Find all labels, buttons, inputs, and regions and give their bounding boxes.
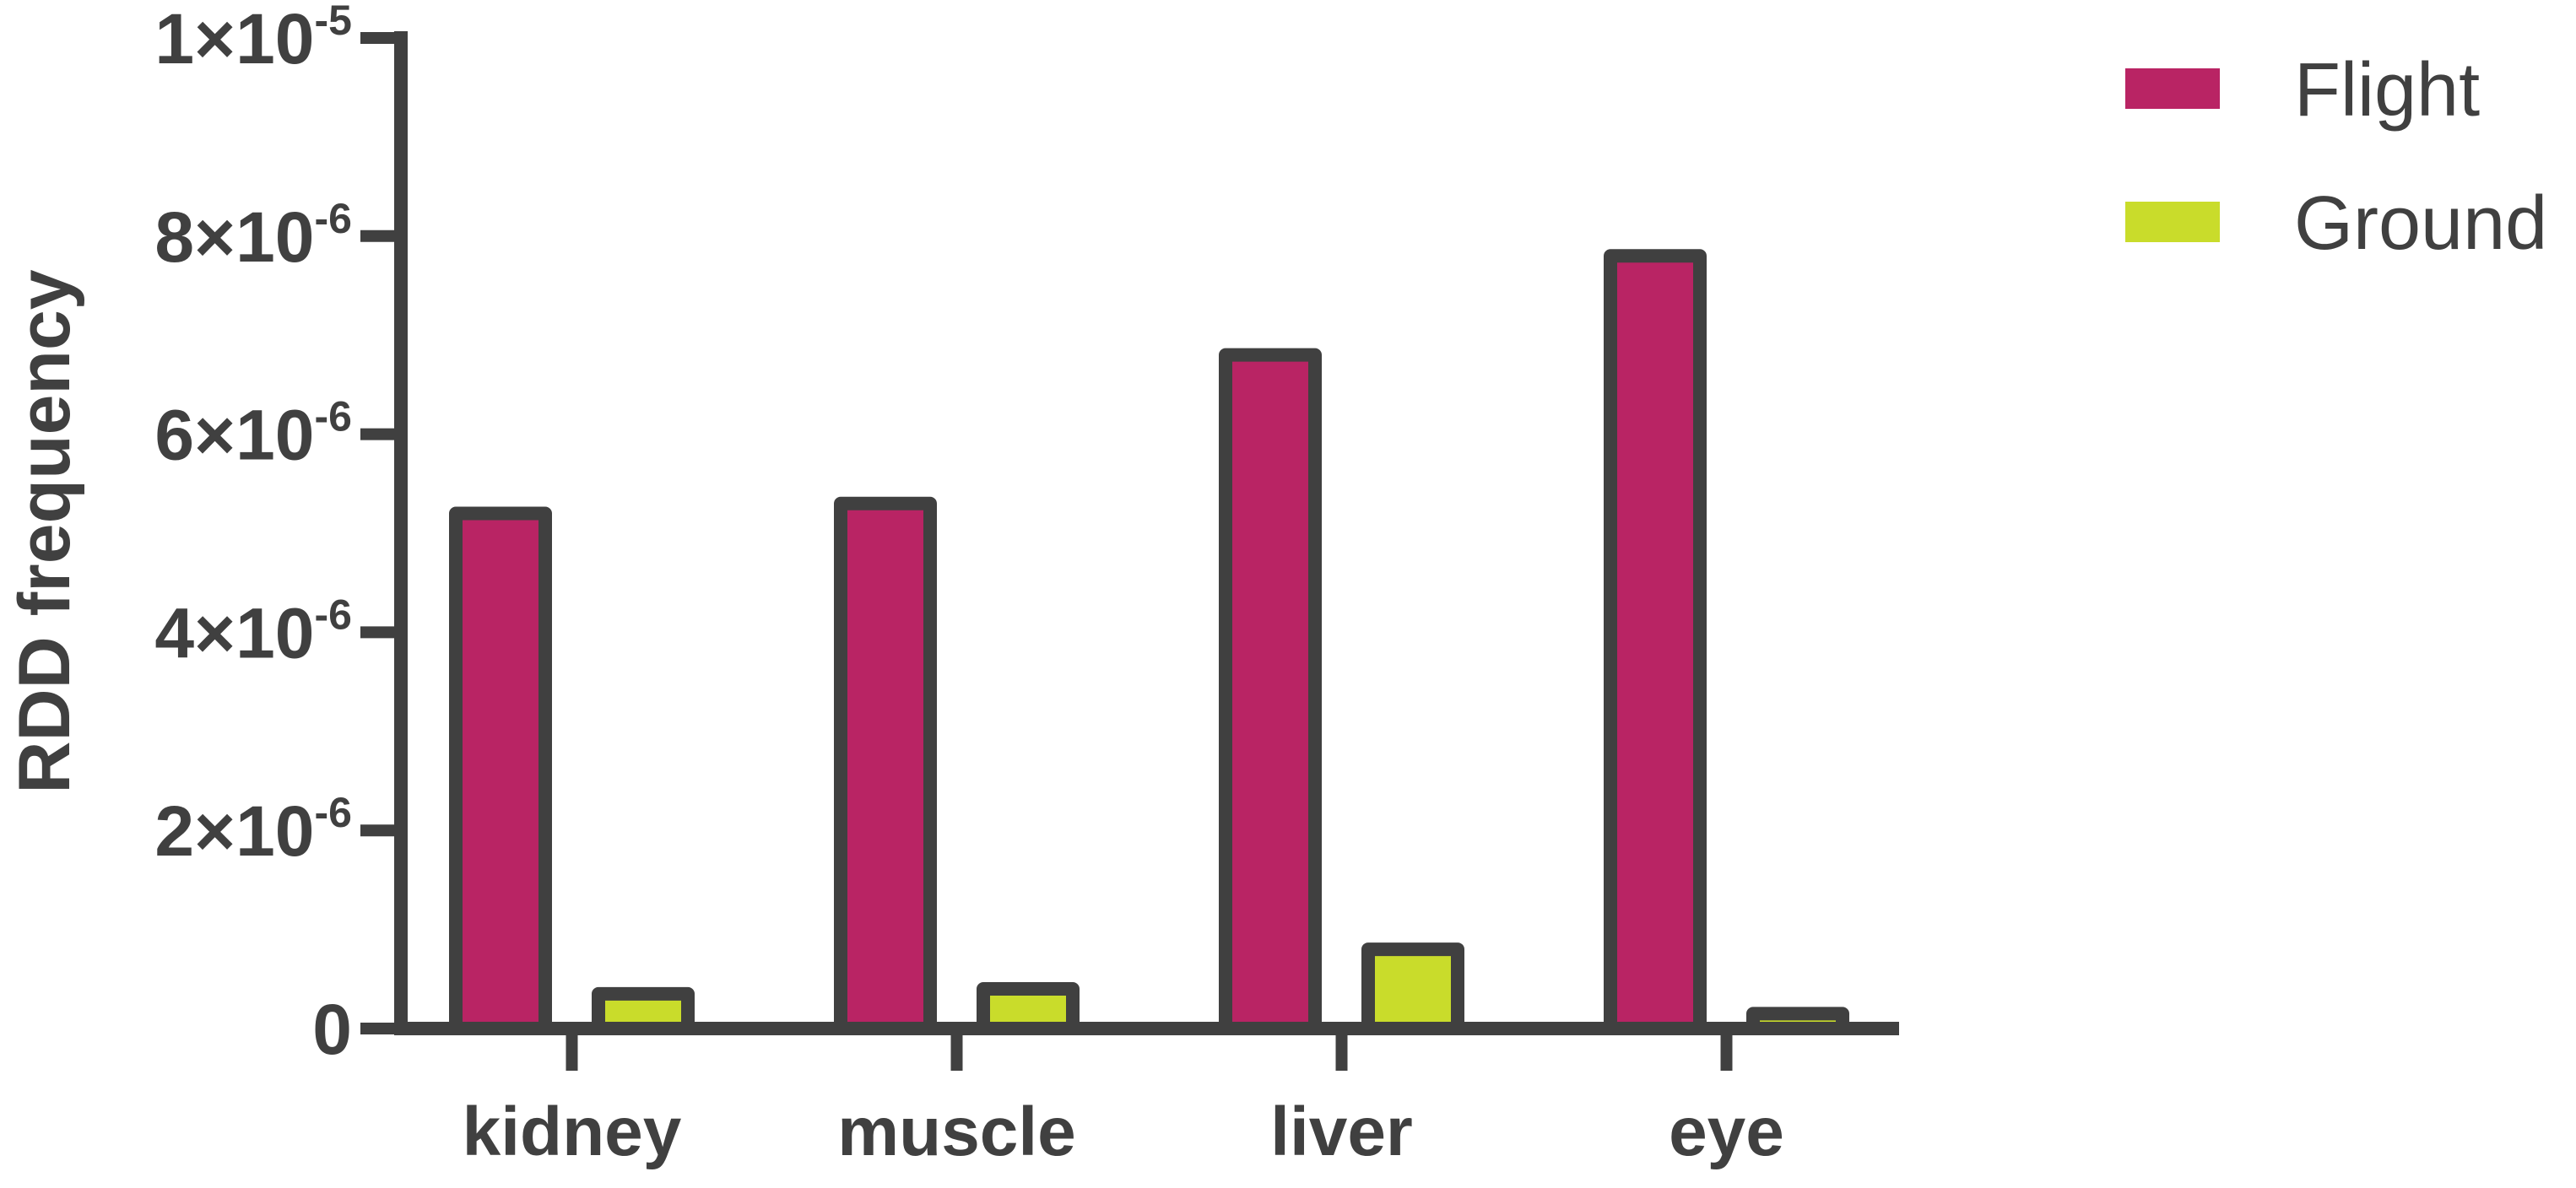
bar-flight-eye <box>1604 249 1707 1035</box>
x-tick-label-liver: liver <box>1270 1094 1413 1170</box>
bars-group <box>449 249 1849 1036</box>
y-tick-label: 4×10-6 <box>154 591 352 672</box>
x-tick-label-muscle: muscle <box>837 1094 1076 1170</box>
axes-group <box>394 31 1899 1035</box>
legend-swatch-ground <box>2125 202 2220 242</box>
y-tick-label: 8×10-6 <box>154 195 352 277</box>
legend: Flight Ground <box>2125 48 2547 266</box>
y-tick-label: 0 <box>312 990 352 1069</box>
legend-label-flight: Flight <box>2294 48 2480 132</box>
bar-flight-muscle <box>834 496 937 1035</box>
y-ticks-group: 0 2×10-6 4×10-6 6×10-6 8×10-6 1×10-5 <box>154 0 401 1069</box>
x-tick-label-eye: eye <box>1669 1094 1784 1170</box>
y-tick-label: 2×10-6 <box>154 789 352 871</box>
legend-swatch-flight <box>2125 68 2220 109</box>
y-tick-label: 6×10-6 <box>154 393 352 475</box>
bar-flight-kidney <box>449 506 552 1035</box>
y-tick-label: 1×10-5 <box>154 0 352 78</box>
x-categories-group: kidney muscle liver eye <box>463 1029 1784 1170</box>
bar-flight-liver <box>1219 348 1322 1035</box>
y-axis-label: RDD frequency <box>4 269 85 793</box>
legend-label-ground: Ground <box>2294 181 2547 266</box>
bar-ground-liver <box>1361 942 1464 1035</box>
x-tick-label-kidney: kidney <box>463 1094 682 1170</box>
